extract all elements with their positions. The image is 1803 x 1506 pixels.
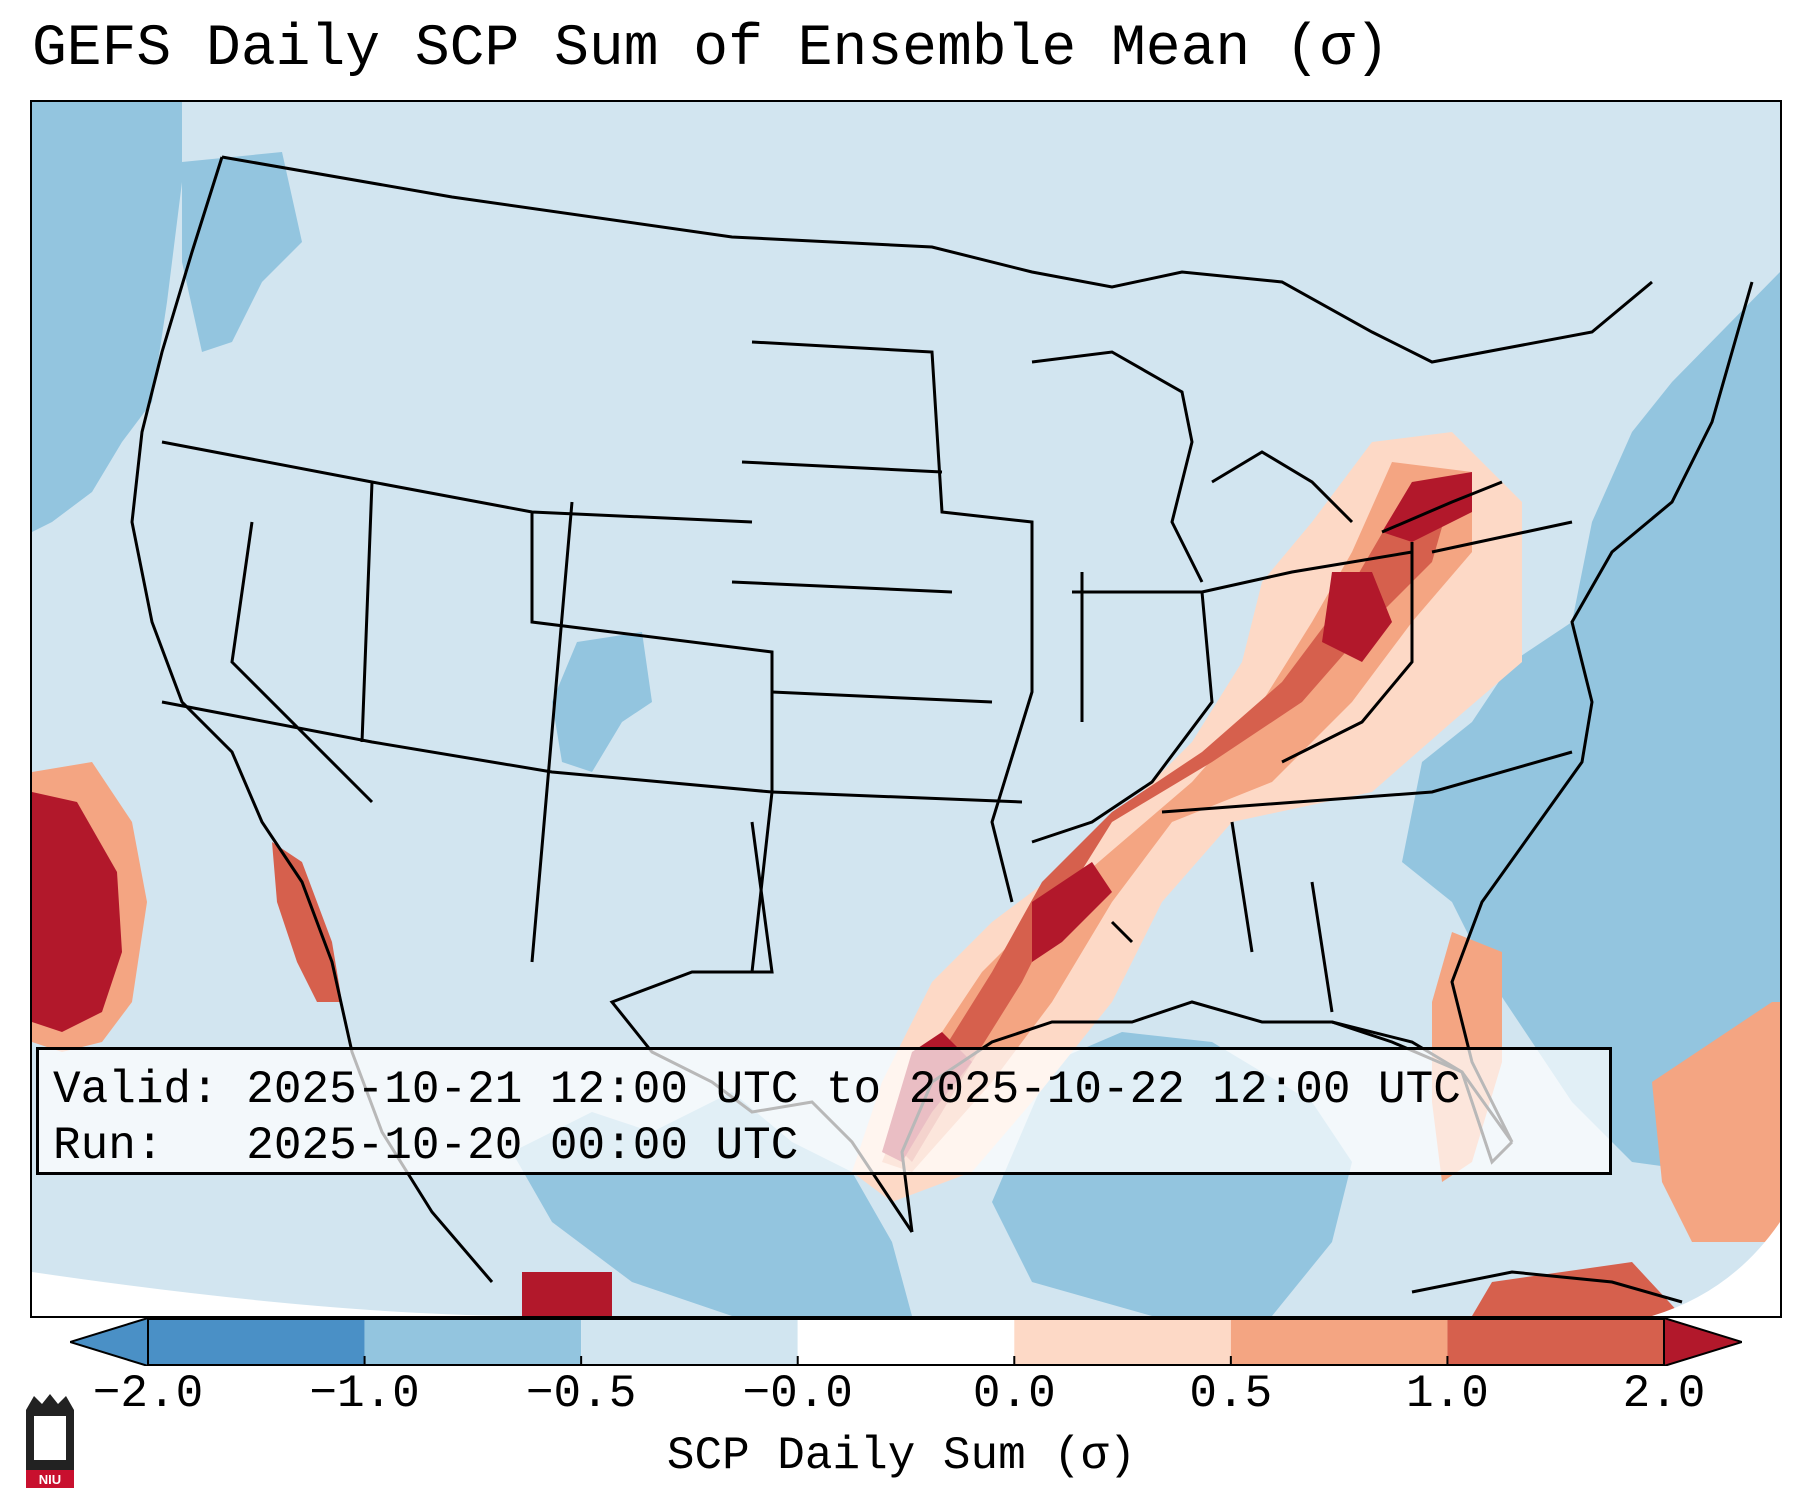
- colorbar: [70, 1318, 1742, 1366]
- colorbar-segment: [1230, 1318, 1448, 1366]
- colorbar-tick-label: −1.0: [309, 1368, 420, 1420]
- atlantic-positive-band: [1652, 1002, 1780, 1242]
- colorbar-segment: [581, 1318, 798, 1366]
- lake-erie-max: [1382, 472, 1472, 542]
- niu-logo: NIU: [26, 1394, 74, 1488]
- baja-positive-region: [272, 842, 342, 1002]
- run-label: Run:: [53, 1120, 164, 1172]
- run-value: 2025-10-20 00:00 UTC: [246, 1120, 799, 1172]
- colorbar-extend-low: [70, 1318, 149, 1366]
- ohio-valley-max: [1322, 572, 1392, 662]
- great-lakes-outline: [1031, 350, 1503, 583]
- colorbar-segment: [1014, 1318, 1231, 1366]
- pacific-max-region: [32, 792, 122, 1032]
- colorbar-segment: [1447, 1318, 1664, 1366]
- mexico-south-max: [522, 1272, 612, 1316]
- logo-window-icon: [34, 1416, 66, 1460]
- colorbar-tick-label: −0.0: [742, 1368, 853, 1420]
- caribbean-positive-region: [1472, 1262, 1682, 1316]
- projection-edge-right: [1652, 1222, 1780, 1316]
- colorbar-tick-label: −0.5: [525, 1368, 637, 1420]
- southeast-high-band: [892, 482, 1452, 1162]
- map-title: GEFS Daily SCP Sum of Ensemble Mean (σ): [32, 17, 1390, 82]
- validity-info-box: Valid: 2025-10-21 12:00 UTC to 2025-10-2…: [36, 1047, 1612, 1175]
- colorbar-tick-label: 1.0: [1406, 1368, 1489, 1420]
- state-lines-east: [1031, 520, 1573, 1013]
- colorbar-segment: [364, 1318, 582, 1366]
- boundaries: [130, 155, 1754, 1304]
- colorbar-tick-label: −2.0: [92, 1368, 204, 1420]
- colorbar-tick-label: 2.0: [1622, 1368, 1706, 1420]
- logo-text: NIU: [39, 1472, 61, 1487]
- colorbar-segment: [148, 1318, 365, 1366]
- us-canada-border: [221, 155, 1653, 364]
- colorbar-segment: [797, 1318, 1015, 1366]
- colorbar-border: [147, 1318, 1665, 1366]
- colorbar-extend-high: [1663, 1318, 1742, 1366]
- logo-badge: [26, 1470, 74, 1488]
- colorado-negative-patch: [552, 632, 652, 772]
- louisiana-max: [1032, 862, 1112, 962]
- valid-label: Valid:: [53, 1064, 219, 1116]
- pacific-negative-region: [32, 102, 182, 532]
- state-lines-central: [731, 340, 1134, 944]
- colorbar-tick-label: 0.0: [972, 1368, 1056, 1420]
- cuba-outline: [1411, 1270, 1683, 1304]
- valid-value: 2025-10-21 12:00 UTC to 2025-10-22 12:00…: [246, 1064, 1461, 1116]
- colorbar-tick-label: 0.5: [1189, 1368, 1273, 1420]
- northwest-negative-patch: [182, 152, 302, 352]
- colorbar-label: SCP Daily Sum (σ): [666, 1430, 1137, 1482]
- east-coast: [1450, 281, 1754, 1143]
- projection-edge: [32, 1272, 532, 1316]
